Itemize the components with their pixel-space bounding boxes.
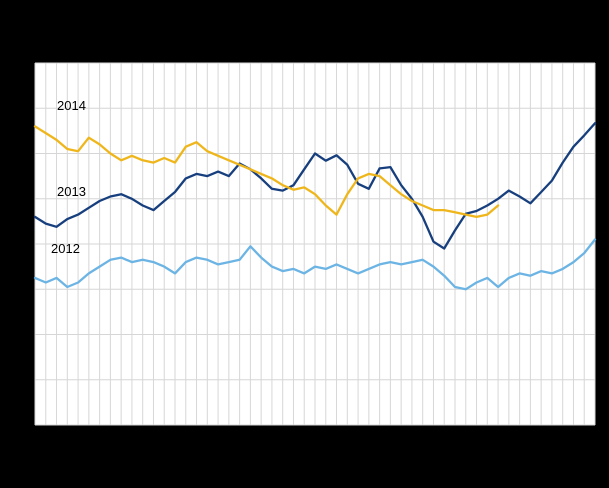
series-2013-label: 2013 bbox=[57, 184, 86, 199]
series-2012-line bbox=[33, 238, 597, 291]
series-2014-line bbox=[33, 125, 500, 219]
series-2012-label: 2012 bbox=[51, 241, 80, 256]
series-2014-label: 2014 bbox=[57, 98, 86, 113]
series-2013-line bbox=[33, 122, 597, 250]
